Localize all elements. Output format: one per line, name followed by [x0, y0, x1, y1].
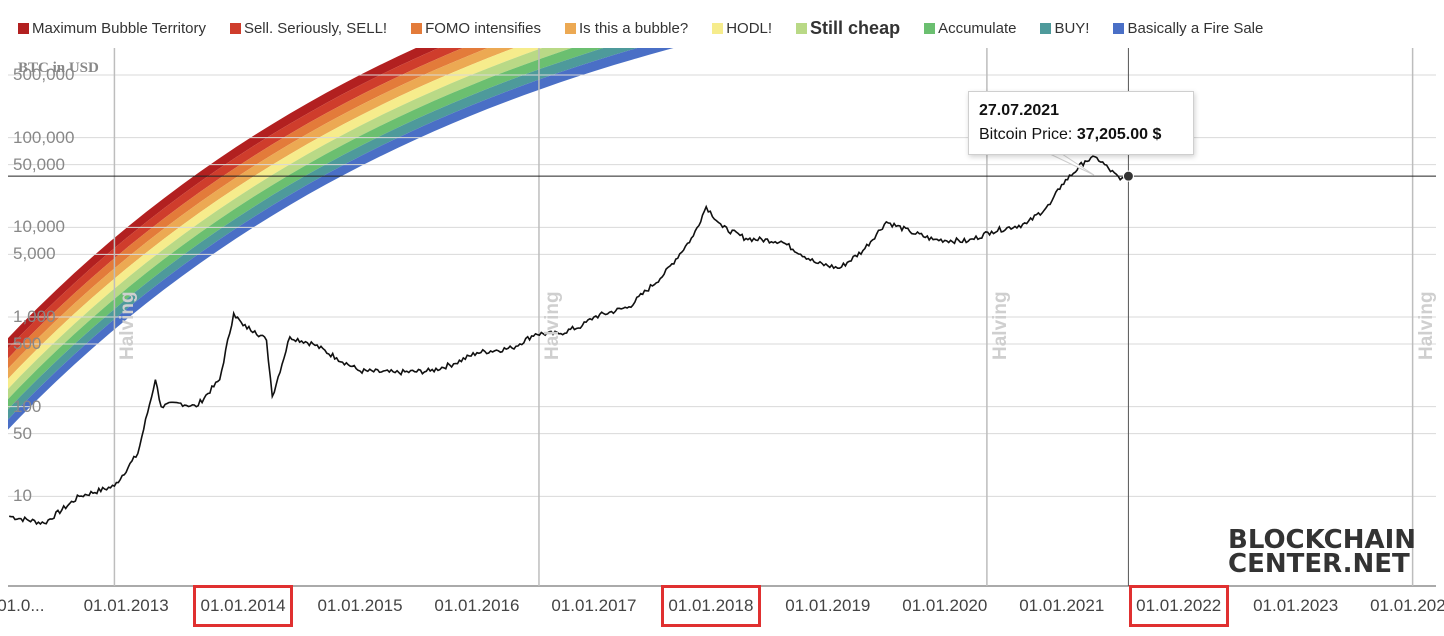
rainbow-band — [8, 48, 488, 369]
x-tick-highlight-box — [660, 585, 761, 627]
y-tick-label: 1,000 — [13, 307, 56, 326]
x-tick-label: 01.01.2018 — [668, 596, 754, 615]
tooltip-price-value: 37,205.00 $ — [1076, 126, 1162, 143]
legend-label: HODL! — [726, 19, 773, 37]
blockchaincenter-logo: BLOCKCHAIN CENTER.NET — [1228, 525, 1417, 579]
legend-swatch — [564, 22, 576, 34]
chart-legend: Maximum Bubble Territory Sell. Seriously,… — [18, 14, 1287, 42]
y-tick-label: 500,000 — [13, 64, 75, 84]
logo-line-2: CENTER.NET — [1228, 549, 1410, 579]
legend-item[interactable]: BUY! — [1040, 20, 1089, 37]
legend-item[interactable]: Maximum Bubble Territory — [18, 20, 206, 37]
halving-label: Halving — [117, 291, 139, 360]
x-tick-label: 01.01.2019 — [785, 596, 871, 615]
legend-swatch — [712, 22, 724, 34]
x-tick-label: 01.01.2023 — [1253, 596, 1339, 615]
x-tick-label: 01.01.2015 — [317, 596, 403, 615]
x-tick-label: 01.01.2013 — [83, 596, 169, 615]
x-tick-label: 01.01.2017 — [551, 596, 637, 615]
legend-item[interactable]: Accumulate — [924, 20, 1016, 37]
legend-swatch — [924, 22, 936, 34]
legend-item[interactable]: Basically a Fire Sale — [1113, 20, 1263, 37]
legend-item[interactable]: Is this a bubble? — [564, 19, 689, 37]
legend-label: Is this a bubble? — [578, 19, 689, 37]
x-tick-highlight-box — [193, 585, 294, 627]
halving-label: Halving — [1415, 291, 1437, 360]
price-marker[interactable] — [1122, 170, 1134, 182]
y-tick-label: 500 — [13, 333, 42, 353]
legend-swatch — [411, 22, 423, 34]
y-tick-label: 50 — [13, 423, 32, 443]
x-tick-label: 01.01.2022 — [1136, 596, 1222, 615]
y-axis-title: BTC in USD — [18, 60, 99, 76]
legend-swatch — [1040, 22, 1052, 34]
x-tick-highlight-box — [1128, 585, 1229, 627]
legend-item[interactable]: Sell. Seriously, SELL! — [229, 19, 388, 37]
price-tooltip: 27.07.2021 Bitcoin Price: 37,205.00 $ — [968, 91, 1194, 155]
legend-label: Accumulate — [938, 19, 1017, 37]
x-tick-label: 01.0... — [0, 596, 45, 615]
logo-line-1: BLOCKCHAIN — [1228, 525, 1417, 555]
legend-label: Maximum Bubble Territory — [32, 19, 206, 37]
tooltip-price-label: Bitcoin Price: — [979, 126, 1073, 143]
bitcoin-price-line — [8, 155, 1130, 526]
x-tick-label: 01.01.2020 — [902, 596, 988, 615]
halving-label: Halving — [989, 291, 1011, 360]
y-tick-label: 50,000 — [13, 154, 65, 174]
legend-label: FOMO intensifies — [425, 19, 541, 37]
legend-label: Basically a Fire Sale — [1127, 19, 1264, 37]
tooltip-date: 27.07.2021 — [979, 102, 1060, 119]
x-tick-label: 01.01.2014 — [200, 596, 286, 615]
y-tick-label: 5,000 — [13, 244, 56, 264]
legend-label: Sell. Seriously, SELL! — [243, 19, 388, 37]
legend-swatch — [18, 22, 29, 34]
legend-item[interactable]: Still cheap — [796, 18, 900, 39]
y-tick-label: 10,000 — [13, 217, 65, 237]
tooltip-price-line: Bitcoin Price: 37,205.00 $ — [979, 126, 1183, 144]
y-tick-label: 100 — [13, 396, 42, 416]
x-tick-label: 01.01.2021 — [1019, 596, 1105, 615]
legend-label: BUY! — [1054, 19, 1090, 37]
halving-label: Halving — [541, 291, 563, 360]
legend-label: Still cheap — [810, 17, 901, 38]
y-tick-label: 100,000 — [13, 127, 75, 147]
x-tick-label: 01.01.2016 — [434, 596, 520, 615]
legend-swatch — [1113, 22, 1125, 34]
x-tick-label: 01.01.2024 — [1370, 596, 1444, 615]
legend-swatch — [229, 22, 241, 34]
legend-item[interactable]: FOMO intensifies — [411, 20, 541, 37]
legend-item[interactable]: HODL! — [712, 20, 772, 37]
rainbow-band — [8, 48, 515, 379]
y-tick-label: 10 — [13, 486, 32, 506]
legend-swatch — [796, 22, 808, 34]
